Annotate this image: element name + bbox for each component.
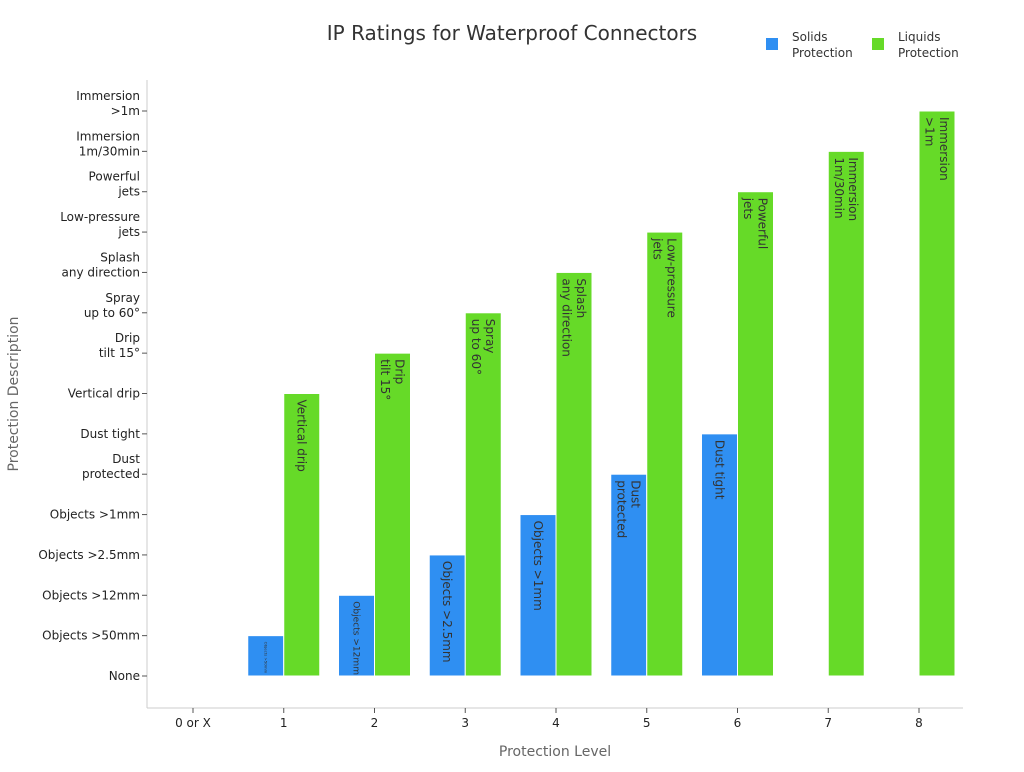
bar-label: Dust tight xyxy=(712,440,726,500)
y-tick-label: None xyxy=(109,669,140,683)
y-tick-label: Powerful jets xyxy=(89,170,140,199)
bar-label: Vertical drip xyxy=(295,400,309,472)
x-tick-label: 1 xyxy=(280,716,288,730)
bar-solids xyxy=(428,554,466,677)
bar-label-group: Objects >50mm xyxy=(263,642,268,674)
bar-label: Splashany direction xyxy=(560,278,588,356)
x-tick-label: 8 xyxy=(915,716,923,730)
bar-label-group: Dust tight xyxy=(712,440,726,500)
x-axis-label: Protection Level xyxy=(499,744,611,760)
y-tick-label: Low-pressure jets xyxy=(60,210,140,239)
bar-label-group: Objects >12mm xyxy=(350,601,360,675)
x-tick-label: 7 xyxy=(824,716,832,730)
bar-label-group: Immersion>1m xyxy=(923,117,951,181)
bar-label: Objects >12mm xyxy=(350,601,360,675)
y-tick-label: Dust tight xyxy=(80,427,140,441)
bar-solids xyxy=(247,635,285,677)
y-tick-label: Spray up to 60° xyxy=(84,291,140,320)
bar-label: Dustprotected xyxy=(614,480,642,538)
x-tick-label: 2 xyxy=(371,716,379,730)
bar-liquids xyxy=(827,150,865,677)
y-tick-label: Objects >50mm xyxy=(42,629,140,643)
bar-label: Low-pressurejets xyxy=(650,237,678,318)
bar-solids xyxy=(519,514,557,677)
bar-label: Objects >2.5mm xyxy=(440,561,454,663)
y-tick-label: Immersion 1m/30min xyxy=(76,129,140,158)
bar-solids xyxy=(701,433,738,677)
y-axis-label: Protection Description xyxy=(6,316,22,471)
x-tick-label: 5 xyxy=(643,716,651,730)
y-tick-label: Objects >12mm xyxy=(42,588,140,602)
legend-swatch xyxy=(872,38,884,50)
legend-label: Solids Protection xyxy=(792,30,853,60)
bar-label: Objects >1mm xyxy=(531,521,545,611)
bar-label-group: Driptilt 15° xyxy=(378,359,406,400)
bar-liquids xyxy=(464,312,502,677)
y-tick-label: Objects >1mm xyxy=(50,508,140,522)
bar-liquids xyxy=(555,271,593,677)
y-tick-label: Drip tilt 15° xyxy=(99,331,140,360)
y-tick-label: Dust protected xyxy=(82,452,140,481)
y-tick-label: Objects >2.5mm xyxy=(38,548,140,562)
bar-label: Sprayup to 60° xyxy=(469,319,497,375)
bar-label-group: Low-pressurejets xyxy=(650,237,678,318)
bar-label: Driptilt 15° xyxy=(378,359,406,400)
bar-liquids xyxy=(918,110,956,677)
y-tick-label: Splash any direction xyxy=(62,250,140,279)
bar-liquids xyxy=(737,191,774,677)
x-tick-label: 4 xyxy=(552,716,560,730)
legend-label: Liquids Protection xyxy=(898,30,959,60)
bar-label-group: Vertical drip xyxy=(295,400,309,472)
bar-label: Immersion1m/30min xyxy=(832,157,860,221)
bar-label-group: Objects >1mm xyxy=(531,521,545,611)
bar-label-group: Splashany direction xyxy=(560,278,588,356)
x-tick-label: 0 or X xyxy=(175,716,211,730)
bar-liquids xyxy=(646,231,684,677)
bar-label-group: Dustprotected xyxy=(614,480,642,538)
bar-label: Immersion>1m xyxy=(923,117,951,181)
y-tick-label: Immersion >1m xyxy=(76,89,140,118)
bar-label-group: Immersion1m/30min xyxy=(832,157,860,221)
x-tick-label: 3 xyxy=(461,716,469,730)
bar-label: Objects >50mm xyxy=(263,642,268,674)
bar-liquids xyxy=(283,393,321,677)
bar-label-group: Powerfuljets xyxy=(741,197,769,249)
bar-label-group: Objects >2.5mm xyxy=(440,561,454,663)
bar-solids xyxy=(338,594,375,677)
x-tick-label: 6 xyxy=(734,716,742,730)
bar-liquids xyxy=(374,352,411,677)
bar-label-group: Sprayup to 60° xyxy=(469,319,497,375)
legend-swatch xyxy=(766,38,778,50)
y-tick-label: Vertical drip xyxy=(68,387,140,401)
chart-title: IP Ratings for Waterproof Connectors xyxy=(327,21,697,45)
bar-label: Powerfuljets xyxy=(741,197,769,249)
